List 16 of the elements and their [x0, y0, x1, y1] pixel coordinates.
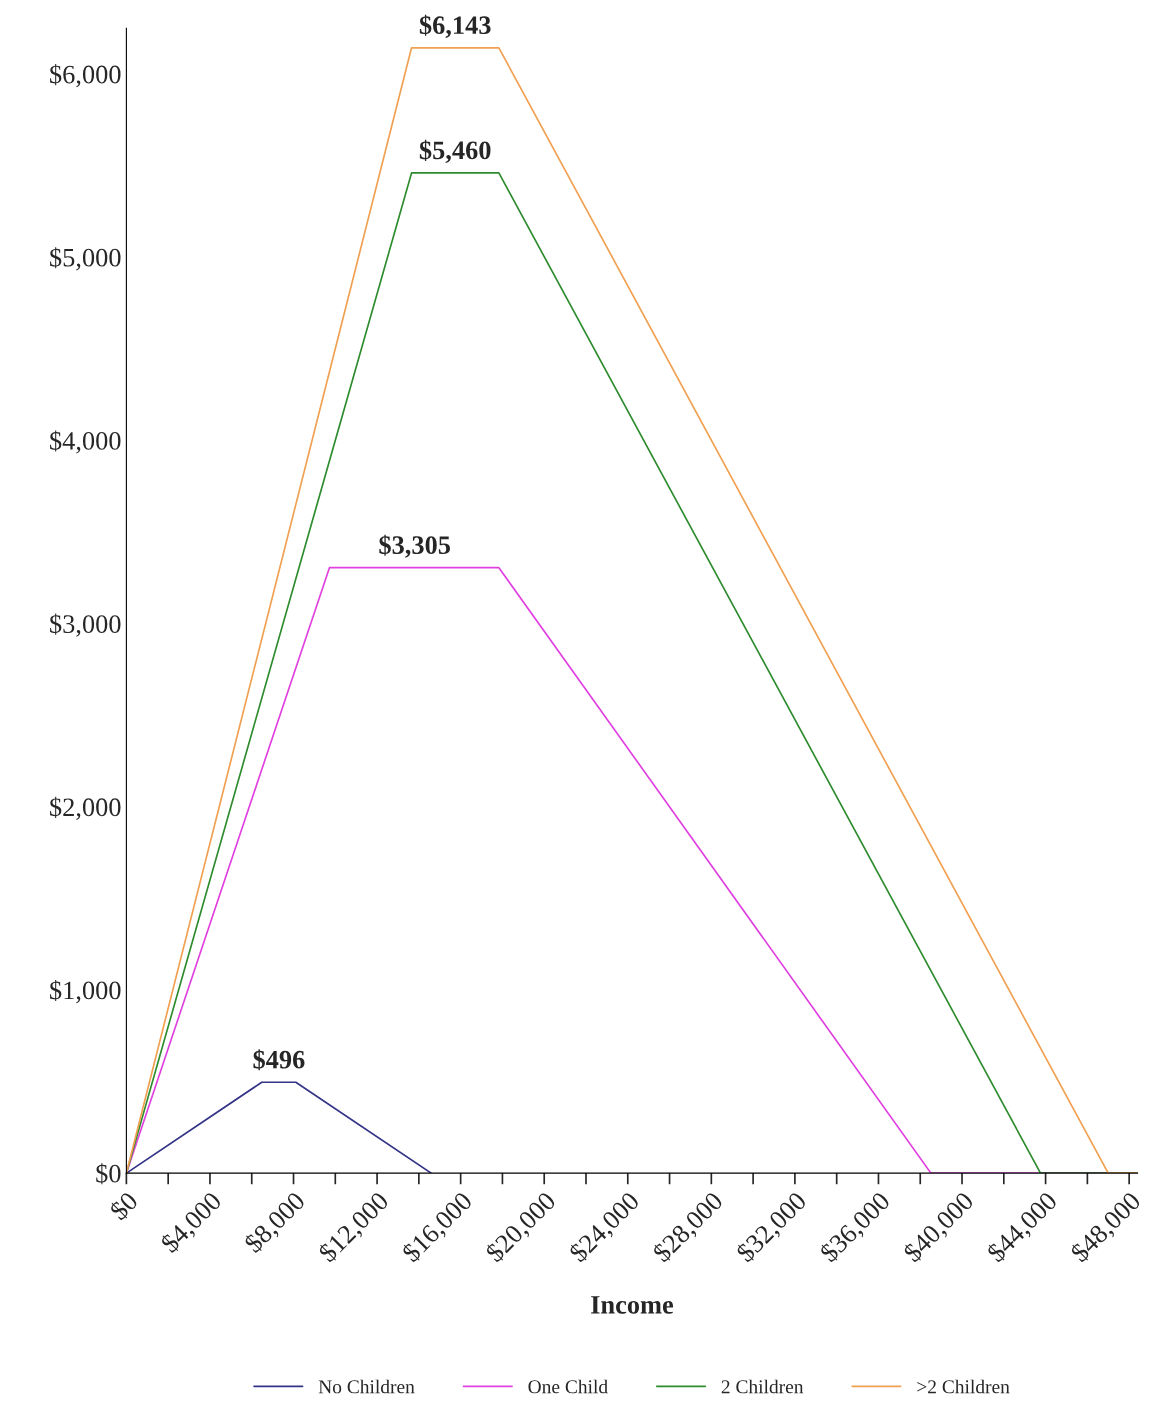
- y-tick-label: $1,000: [50, 979, 121, 1004]
- legend-label: >2 Children: [917, 1379, 1010, 1394]
- y-tick-label: $5,000: [50, 247, 121, 271]
- annotation: $6,143: [419, 14, 491, 38]
- annotation: $5,460: [419, 139, 491, 164]
- annotation: $3,305: [379, 534, 450, 558]
- annotation: $496: [253, 1049, 305, 1071]
- legend-label: No Children: [318, 1379, 415, 1394]
- y-tick-label: $6,000: [50, 64, 121, 88]
- y-tick-label: $3,000: [50, 613, 121, 637]
- legend-label: 2 Children: [721, 1379, 804, 1394]
- y-tick-label: $4,000: [50, 430, 121, 454]
- y-tick-label: $2,000: [50, 796, 121, 820]
- legend-label: One Child: [528, 1379, 608, 1394]
- y-tick-label: $0: [96, 1163, 121, 1185]
- x-axis-title: Income: [591, 1296, 674, 1314]
